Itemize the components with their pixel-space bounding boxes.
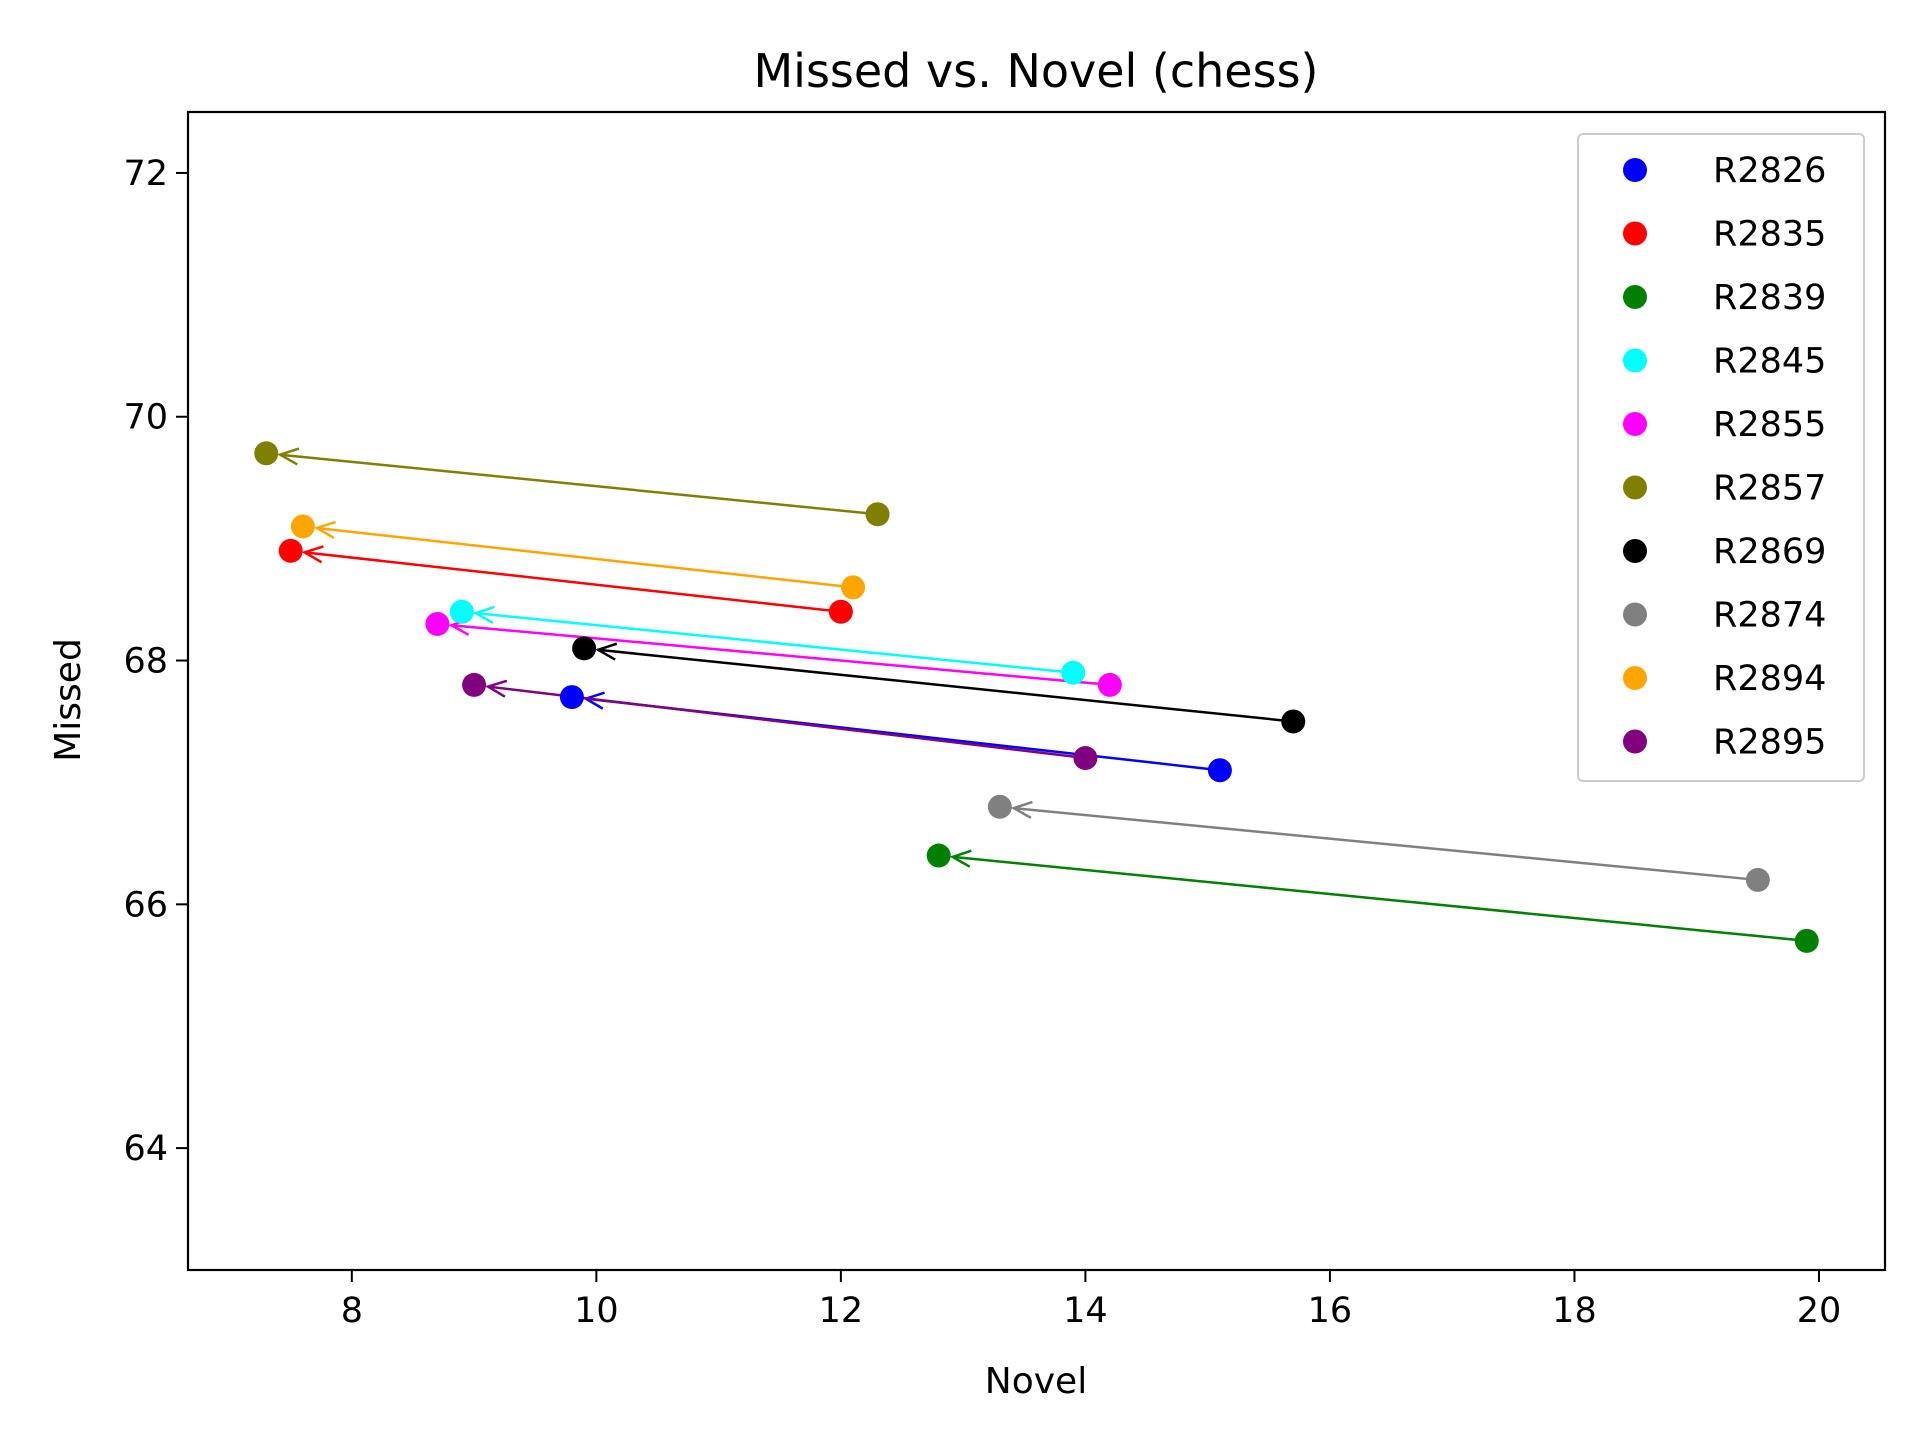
- legend-marker-r2894: [1623, 666, 1647, 690]
- point-start-r2839: [1794, 928, 1819, 953]
- y-tick-label: 72: [123, 154, 168, 194]
- y-axis-label: Missed: [48, 638, 89, 762]
- arrow-head-r2835: [301, 545, 324, 564]
- point-start-r2874: [1745, 867, 1770, 892]
- arrow-head-r2857: [277, 447, 300, 466]
- legend-marker-r2874: [1623, 602, 1647, 627]
- point-start-r2869: [1281, 709, 1306, 734]
- point-end-r2895: [462, 672, 487, 697]
- legend-label-r2835: R2835: [1713, 215, 1826, 255]
- x-tick-label: 18: [1552, 1291, 1597, 1331]
- arrow-line-r2869: [597, 648, 1294, 723]
- legend-marker-r2835: [1623, 221, 1647, 246]
- legend-label-r2855: R2855: [1713, 405, 1826, 445]
- point-end-r2869: [572, 636, 597, 661]
- point-start-r2855: [1097, 672, 1122, 697]
- y-tick-label: 68: [123, 642, 168, 682]
- point-end-r2826: [559, 685, 584, 710]
- y-tick-label: 70: [123, 398, 168, 438]
- arrows-layer: [277, 447, 1807, 943]
- point-start-r2845: [1061, 660, 1086, 685]
- legend-marker-r2845: [1623, 348, 1647, 373]
- point-end-r2839: [926, 843, 951, 868]
- legend: R2826 R2835 R2839 R2845 R2855 R2857 R2869 R2874…: [1577, 133, 1865, 782]
- point-start-r2826: [1207, 758, 1232, 783]
- legend-label-r2874: R2874: [1713, 596, 1826, 636]
- point-end-r2894: [290, 514, 315, 539]
- arrow-line-r2845: [475, 611, 1074, 674]
- plot-frame: [186, 110, 1887, 1272]
- point-end-r2855: [425, 611, 450, 636]
- point-end-r2874: [987, 794, 1012, 819]
- arrow-head-r2845: [472, 605, 495, 624]
- arrow-line-r2874: [1013, 806, 1758, 882]
- points-layer: [254, 441, 1819, 953]
- legend-label-r2894: R2894: [1713, 659, 1826, 699]
- x-tick-label: 8: [341, 1291, 363, 1331]
- arrow-head-r2839: [949, 849, 972, 868]
- x-tick-label: 12: [819, 1291, 864, 1331]
- legend-marker-r2855: [1623, 412, 1647, 436]
- legend-marker-r2826: [1623, 158, 1647, 182]
- x-tick-label: 14: [1063, 1291, 1108, 1331]
- legend-label-r2839: R2839: [1713, 278, 1826, 318]
- legend-label-r2857: R2857: [1713, 469, 1826, 509]
- arrow-head-r2894: [313, 520, 336, 539]
- axes: 8 10 12 14 16 18 20 64 66 68 70 72: [123, 154, 1841, 1331]
- legend-label-r2869: R2869: [1713, 532, 1826, 572]
- arrow-head-r2895: [484, 679, 508, 698]
- x-tick-label: 10: [574, 1291, 619, 1331]
- legend-label-r2895: R2895: [1713, 723, 1826, 763]
- arrow-line-r2835: [304, 551, 842, 614]
- point-start-r2857: [865, 502, 890, 527]
- legend-marker-r2895: [1623, 729, 1647, 754]
- arrow-line-r2855: [451, 623, 1110, 687]
- point-start-r2835: [828, 599, 853, 624]
- arrow-head-r2874: [1010, 800, 1033, 819]
- chart-title: Missed vs. Novel (chess): [753, 44, 1318, 98]
- point-end-r2835: [278, 538, 303, 563]
- x-axis-label: Novel: [985, 1361, 1087, 1402]
- arrow-head-r2869: [594, 642, 618, 661]
- legend-label-r2845: R2845: [1713, 342, 1826, 382]
- arrow-line-r2895: [487, 685, 1086, 760]
- point-start-r2895: [1073, 746, 1098, 771]
- legend-marker-r2869: [1623, 539, 1647, 563]
- arrow-line-r2857: [280, 453, 878, 516]
- point-end-r2857: [254, 441, 279, 466]
- legend-label-r2826: R2826: [1713, 151, 1826, 191]
- y-tick-label: 64: [123, 1129, 168, 1169]
- x-tick-label: 20: [1797, 1291, 1842, 1331]
- legend-marker-r2839: [1623, 285, 1647, 309]
- x-tick-label: 16: [1308, 1291, 1353, 1331]
- y-tick-label: 66: [123, 885, 168, 925]
- point-start-r2894: [841, 575, 866, 600]
- legend-box: [1577, 133, 1865, 782]
- arrow-line-r2894: [316, 526, 854, 589]
- legend-marker-r2857: [1623, 475, 1647, 500]
- arrow-line-r2839: [952, 855, 1807, 943]
- point-end-r2845: [449, 599, 474, 624]
